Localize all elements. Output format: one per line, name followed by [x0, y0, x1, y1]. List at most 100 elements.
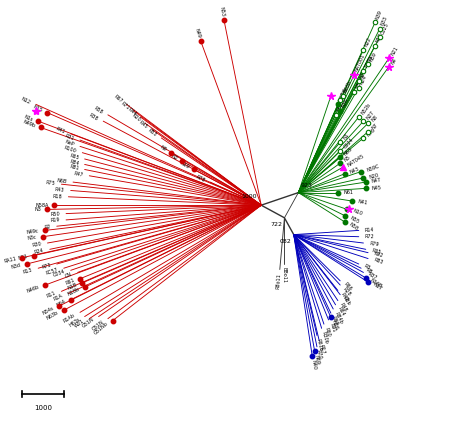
Text: NAT001: NAT001 [354, 53, 366, 73]
Text: R42: R42 [339, 292, 349, 302]
Text: N24: N24 [359, 74, 368, 86]
Text: N45: N45 [372, 185, 382, 191]
Text: R64: R64 [336, 307, 345, 317]
Text: C024: C024 [342, 137, 355, 150]
Text: N64: N64 [55, 299, 67, 308]
Text: R30b: R30b [321, 331, 329, 344]
Text: R78: R78 [195, 174, 206, 183]
Text: RC57: RC57 [45, 267, 59, 276]
Text: N49c: N49c [27, 228, 39, 235]
Text: N49b: N49b [22, 119, 36, 129]
Text: R41: R41 [55, 126, 66, 135]
Text: R79: R79 [369, 241, 379, 247]
Text: 082: 082 [280, 239, 292, 244]
Text: N59C: N59C [366, 163, 380, 173]
Text: N10: N10 [352, 208, 363, 217]
Text: R8: R8 [365, 268, 374, 275]
Text: RA11: RA11 [3, 256, 17, 264]
Text: N39: N39 [375, 9, 383, 20]
Text: N16B: N16B [369, 277, 383, 289]
Text: R100: R100 [64, 146, 77, 154]
Text: N18b: N18b [66, 286, 81, 297]
Text: N46: N46 [366, 127, 377, 137]
Text: N4: N4 [390, 57, 398, 65]
Text: N53: N53 [219, 7, 226, 17]
Text: N8: N8 [370, 114, 379, 122]
Text: N5: N5 [344, 155, 352, 163]
Text: R91: R91 [328, 322, 337, 333]
Text: R92: R92 [373, 251, 384, 258]
Text: 722: 722 [270, 222, 282, 227]
Text: N5B: N5B [375, 32, 384, 44]
Text: R37: R37 [367, 272, 378, 281]
Text: N69: N69 [313, 354, 319, 365]
Text: N2: N2 [170, 154, 178, 162]
Text: N7: N7 [371, 123, 379, 131]
Text: R84: R84 [69, 159, 80, 166]
Text: N21: N21 [390, 45, 400, 57]
Text: O51N: O51N [91, 319, 105, 332]
Text: N6B: N6B [56, 178, 67, 184]
Text: N1: N1 [342, 132, 350, 141]
Text: R50: R50 [50, 211, 60, 217]
Text: N46b: N46b [27, 284, 40, 294]
Text: N54s: N54s [42, 305, 55, 316]
Text: R14: R14 [365, 227, 374, 233]
Text: N43: N43 [349, 166, 361, 175]
Text: 1000: 1000 [34, 405, 52, 411]
Text: R65: R65 [69, 153, 80, 160]
Text: N33: N33 [380, 16, 389, 27]
Text: N3c: N3c [27, 235, 37, 241]
Text: R69: R69 [331, 315, 339, 326]
Text: 923: 923 [301, 184, 313, 188]
Text: R47: R47 [73, 171, 84, 178]
Text: R84b: R84b [334, 311, 344, 324]
Text: R8b: R8b [342, 296, 351, 307]
Text: N63: N63 [343, 146, 354, 157]
Text: N47: N47 [371, 177, 382, 184]
Text: N52: N52 [355, 79, 364, 90]
Text: N62: N62 [336, 102, 344, 113]
Text: R20: R20 [131, 113, 142, 123]
Text: N58: N58 [348, 222, 359, 232]
Text: R3: R3 [363, 263, 371, 271]
Text: N52b: N52b [360, 102, 372, 115]
Text: R2: R2 [44, 224, 51, 230]
Text: R60: R60 [323, 327, 331, 337]
Text: C034: C034 [52, 269, 66, 278]
Text: N36: N36 [340, 97, 349, 109]
Text: N27: N27 [365, 109, 375, 120]
Text: R48: R48 [339, 302, 348, 313]
Text: BBo11: BBo11 [282, 267, 287, 283]
Text: R11: R11 [46, 291, 57, 299]
Text: R24: R24 [34, 247, 45, 255]
Text: N5Bb: N5Bb [364, 55, 374, 69]
Text: R17: R17 [318, 343, 325, 354]
Text: R43: R43 [55, 187, 65, 193]
Text: G51Nb: G51Nb [93, 321, 109, 336]
Text: R58: R58 [93, 106, 104, 115]
Text: 1000: 1000 [241, 194, 256, 199]
Text: N46b: N46b [343, 80, 352, 94]
Text: N19: N19 [179, 161, 190, 170]
Text: R70: R70 [316, 350, 322, 360]
Text: N17: N17 [372, 282, 383, 292]
Text: N12: N12 [20, 96, 32, 105]
Text: NeP: NeP [64, 140, 75, 148]
Text: R73: R73 [41, 263, 52, 270]
Text: R75: R75 [46, 180, 56, 186]
Text: N63b: N63b [46, 310, 60, 321]
Text: R81: R81 [69, 164, 79, 171]
Text: R13: R13 [22, 267, 33, 275]
Text: N59: N59 [368, 52, 377, 63]
Text: N1s: N1s [23, 114, 34, 122]
Text: N40: N40 [310, 360, 317, 370]
Text: H63s: H63s [68, 316, 81, 328]
Text: N49: N49 [193, 28, 201, 39]
Text: N41: N41 [357, 199, 368, 206]
Text: R19: R19 [50, 218, 60, 223]
Text: N25: N25 [359, 68, 368, 80]
Text: N1B: N1B [66, 282, 78, 291]
Text: R61: R61 [64, 278, 75, 286]
Text: N20: N20 [369, 172, 380, 179]
